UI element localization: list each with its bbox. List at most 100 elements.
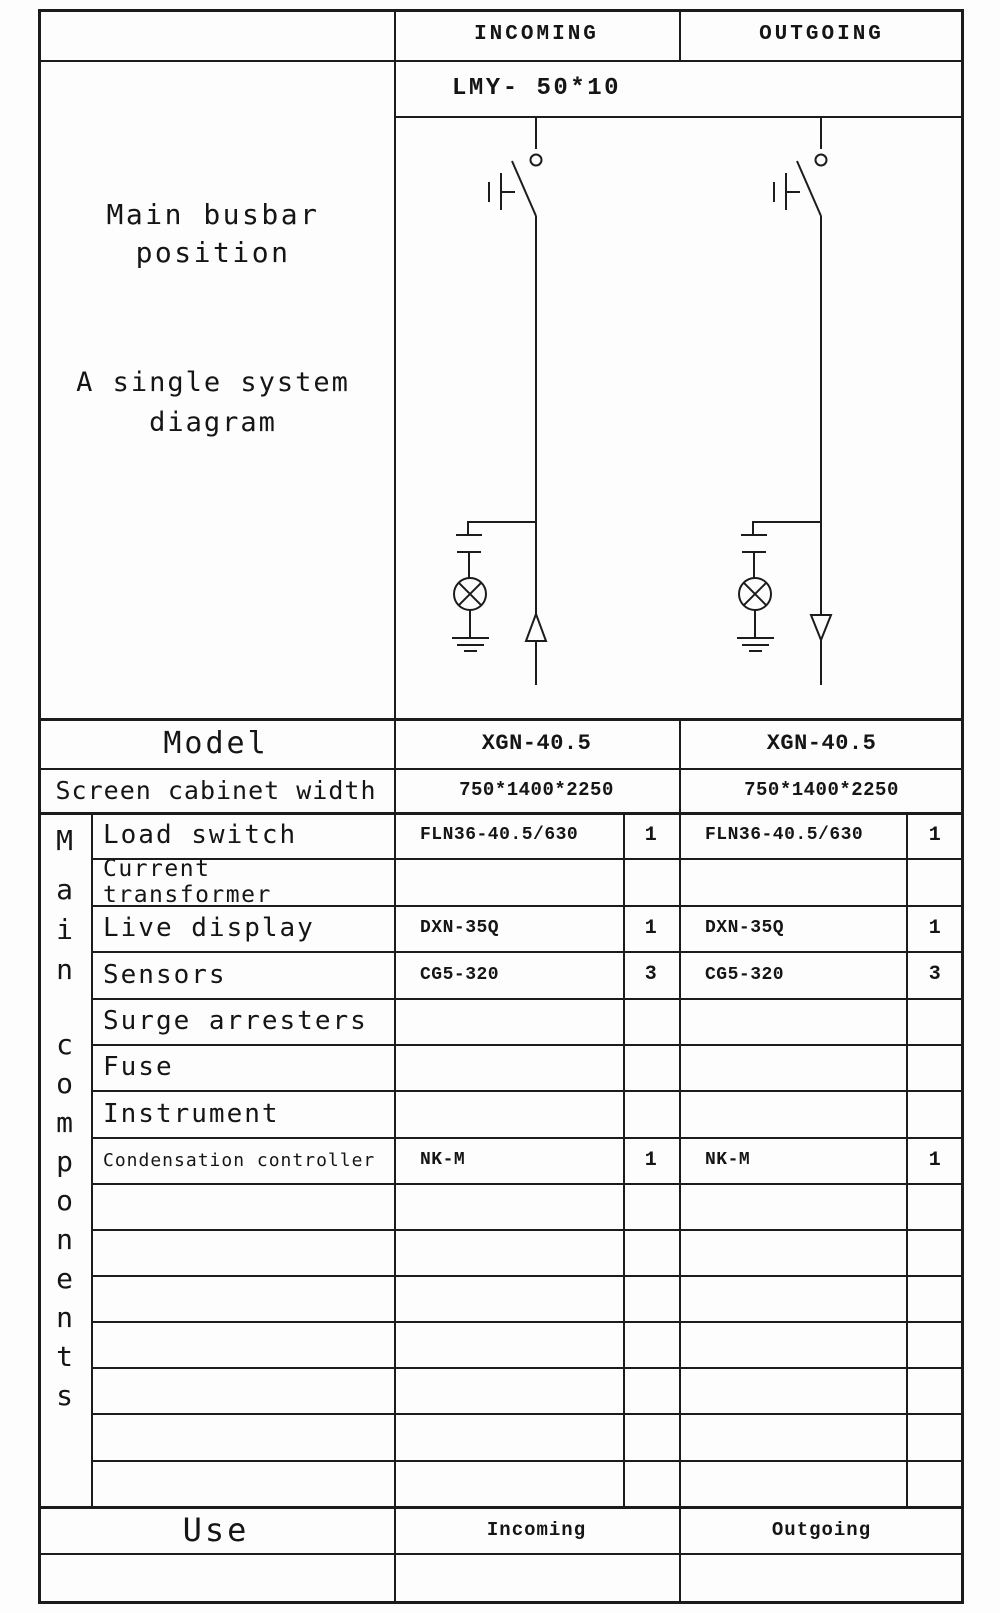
cabinet-width-row-label: Screen cabinet width	[55, 775, 377, 805]
component-incoming-model	[420, 1367, 615, 1413]
earthing-contact-icon	[488, 173, 515, 210]
grid-line-vertical	[679, 9, 681, 62]
arrow-up-icon	[524, 611, 548, 642]
component-incoming-model	[420, 998, 615, 1044]
component-label	[103, 1183, 385, 1229]
vertical-label-letter: e	[56, 1262, 73, 1295]
component-outgoing-model	[705, 1367, 900, 1413]
grid-line-horizontal	[38, 60, 964, 62]
component-incoming-qty	[623, 1460, 679, 1506]
component-incoming-model	[420, 1460, 615, 1506]
capacitive-divider-icon	[456, 534, 482, 553]
component-outgoing-qty	[906, 998, 964, 1044]
component-label: Condensation controller	[103, 1149, 376, 1171]
outgoing-column-header: OUTGOING	[759, 23, 884, 46]
grid-line-horizontal	[91, 951, 964, 953]
switch-contact-icon	[529, 153, 543, 167]
component-outgoing-model	[705, 1321, 900, 1367]
component-label: Surge arresters	[103, 1006, 368, 1036]
component-outgoing-qty	[906, 1183, 964, 1229]
component-label	[103, 1460, 385, 1506]
component-label	[103, 1321, 385, 1367]
component-outgoing-qty: 1	[928, 823, 942, 847]
grid-line-horizontal	[91, 1090, 964, 1092]
vertical-label-letter: m	[56, 1106, 73, 1139]
grid-line-horizontal	[91, 1229, 964, 1231]
model-outgoing-value: XGN-40.5	[766, 730, 877, 756]
component-incoming-model	[420, 1413, 615, 1460]
grid-line-horizontal	[38, 1601, 964, 1604]
disconnector-switch-icon	[796, 160, 822, 217]
grid-line-vertical	[906, 812, 908, 1506]
component-incoming-qty	[623, 1275, 679, 1321]
cabinet-width-outgoing-value: 750*1400*2250	[744, 779, 899, 801]
grid-line-horizontal	[91, 998, 964, 1000]
vertical-label-letter: s	[56, 1379, 73, 1412]
component-outgoing-model	[705, 858, 900, 905]
vertical-label-letter: t	[56, 1340, 73, 1373]
vertical-label-letter: p	[56, 1145, 73, 1178]
component-incoming-model	[420, 1183, 615, 1229]
cabinet-width-incoming-value: 750*1400*2250	[459, 779, 614, 801]
vertical-label-letter: n	[56, 1301, 73, 1334]
component-outgoing-qty: 3	[928, 963, 942, 986]
component-outgoing-model	[705, 1044, 900, 1090]
incoming-feeder-symbol	[452, 116, 548, 685]
use-row-label: Use	[182, 1510, 250, 1549]
component-outgoing-model	[705, 1460, 900, 1506]
model-row-label: Model	[163, 725, 269, 761]
outgoing-feeder-symbol	[737, 116, 833, 685]
component-outgoing-qty	[906, 1090, 964, 1137]
component-outgoing-model	[705, 1275, 900, 1321]
grid-line-horizontal	[38, 1553, 964, 1555]
component-outgoing-model: NK-M	[705, 1150, 751, 1170]
grid-line-horizontal	[38, 812, 964, 815]
component-label: Instrument	[103, 1098, 280, 1129]
component-incoming-model	[420, 858, 615, 905]
ground-icon	[452, 637, 489, 652]
component-outgoing-model	[705, 998, 900, 1044]
component-outgoing-model	[705, 1090, 900, 1137]
component-incoming-qty	[623, 1229, 679, 1275]
grid-line-vertical	[91, 812, 93, 1506]
switch-contact-icon	[814, 153, 828, 167]
component-incoming-qty: 1	[644, 916, 658, 940]
grid-line-horizontal	[38, 9, 964, 12]
lamp-icon	[453, 577, 487, 611]
grid-line-horizontal	[38, 1506, 964, 1509]
component-outgoing-qty: 1	[928, 1148, 942, 1172]
component-incoming-qty	[623, 1413, 679, 1460]
grid-line-horizontal	[91, 1137, 964, 1139]
capacitive-divider-icon	[741, 534, 767, 553]
component-label: Sensors	[103, 959, 227, 990]
vertical-label-letter: c	[56, 1028, 73, 1061]
grid-line-horizontal	[91, 905, 964, 907]
arrow-down-icon	[809, 614, 833, 643]
use-outgoing-value: Outgoing	[771, 1518, 872, 1541]
component-incoming-qty	[623, 1090, 679, 1137]
earthing-contact-icon	[773, 173, 800, 210]
grid-line-vertical	[679, 718, 681, 1604]
branch-line	[467, 521, 536, 535]
main-busbar-position-label: Main busbar position	[106, 198, 320, 269]
component-outgoing-model	[705, 1413, 900, 1460]
component-outgoing-qty	[906, 1367, 964, 1413]
grid-line-vertical	[38, 9, 41, 1604]
component-outgoing-model: CG5-320	[705, 964, 785, 985]
grid-line-vertical	[623, 812, 625, 1506]
component-incoming-qty	[623, 1367, 679, 1413]
busbar-spec: LMY- 50*10	[451, 74, 622, 102]
component-incoming-qty	[623, 858, 679, 905]
component-incoming-model	[420, 1044, 615, 1090]
ground-icon	[737, 637, 774, 652]
component-incoming-model: CG5-320	[420, 964, 500, 985]
component-incoming-model	[420, 1090, 615, 1137]
component-incoming-model: FLN36-40.5/630	[420, 825, 579, 845]
component-label: Load switch	[103, 820, 298, 850]
component-incoming-model: DXN-35Q	[420, 918, 500, 938]
use-incoming-value: Incoming	[486, 1518, 587, 1541]
component-outgoing-qty	[906, 1044, 964, 1090]
component-outgoing-model	[705, 1229, 900, 1275]
component-label: Current transformer	[103, 855, 272, 908]
